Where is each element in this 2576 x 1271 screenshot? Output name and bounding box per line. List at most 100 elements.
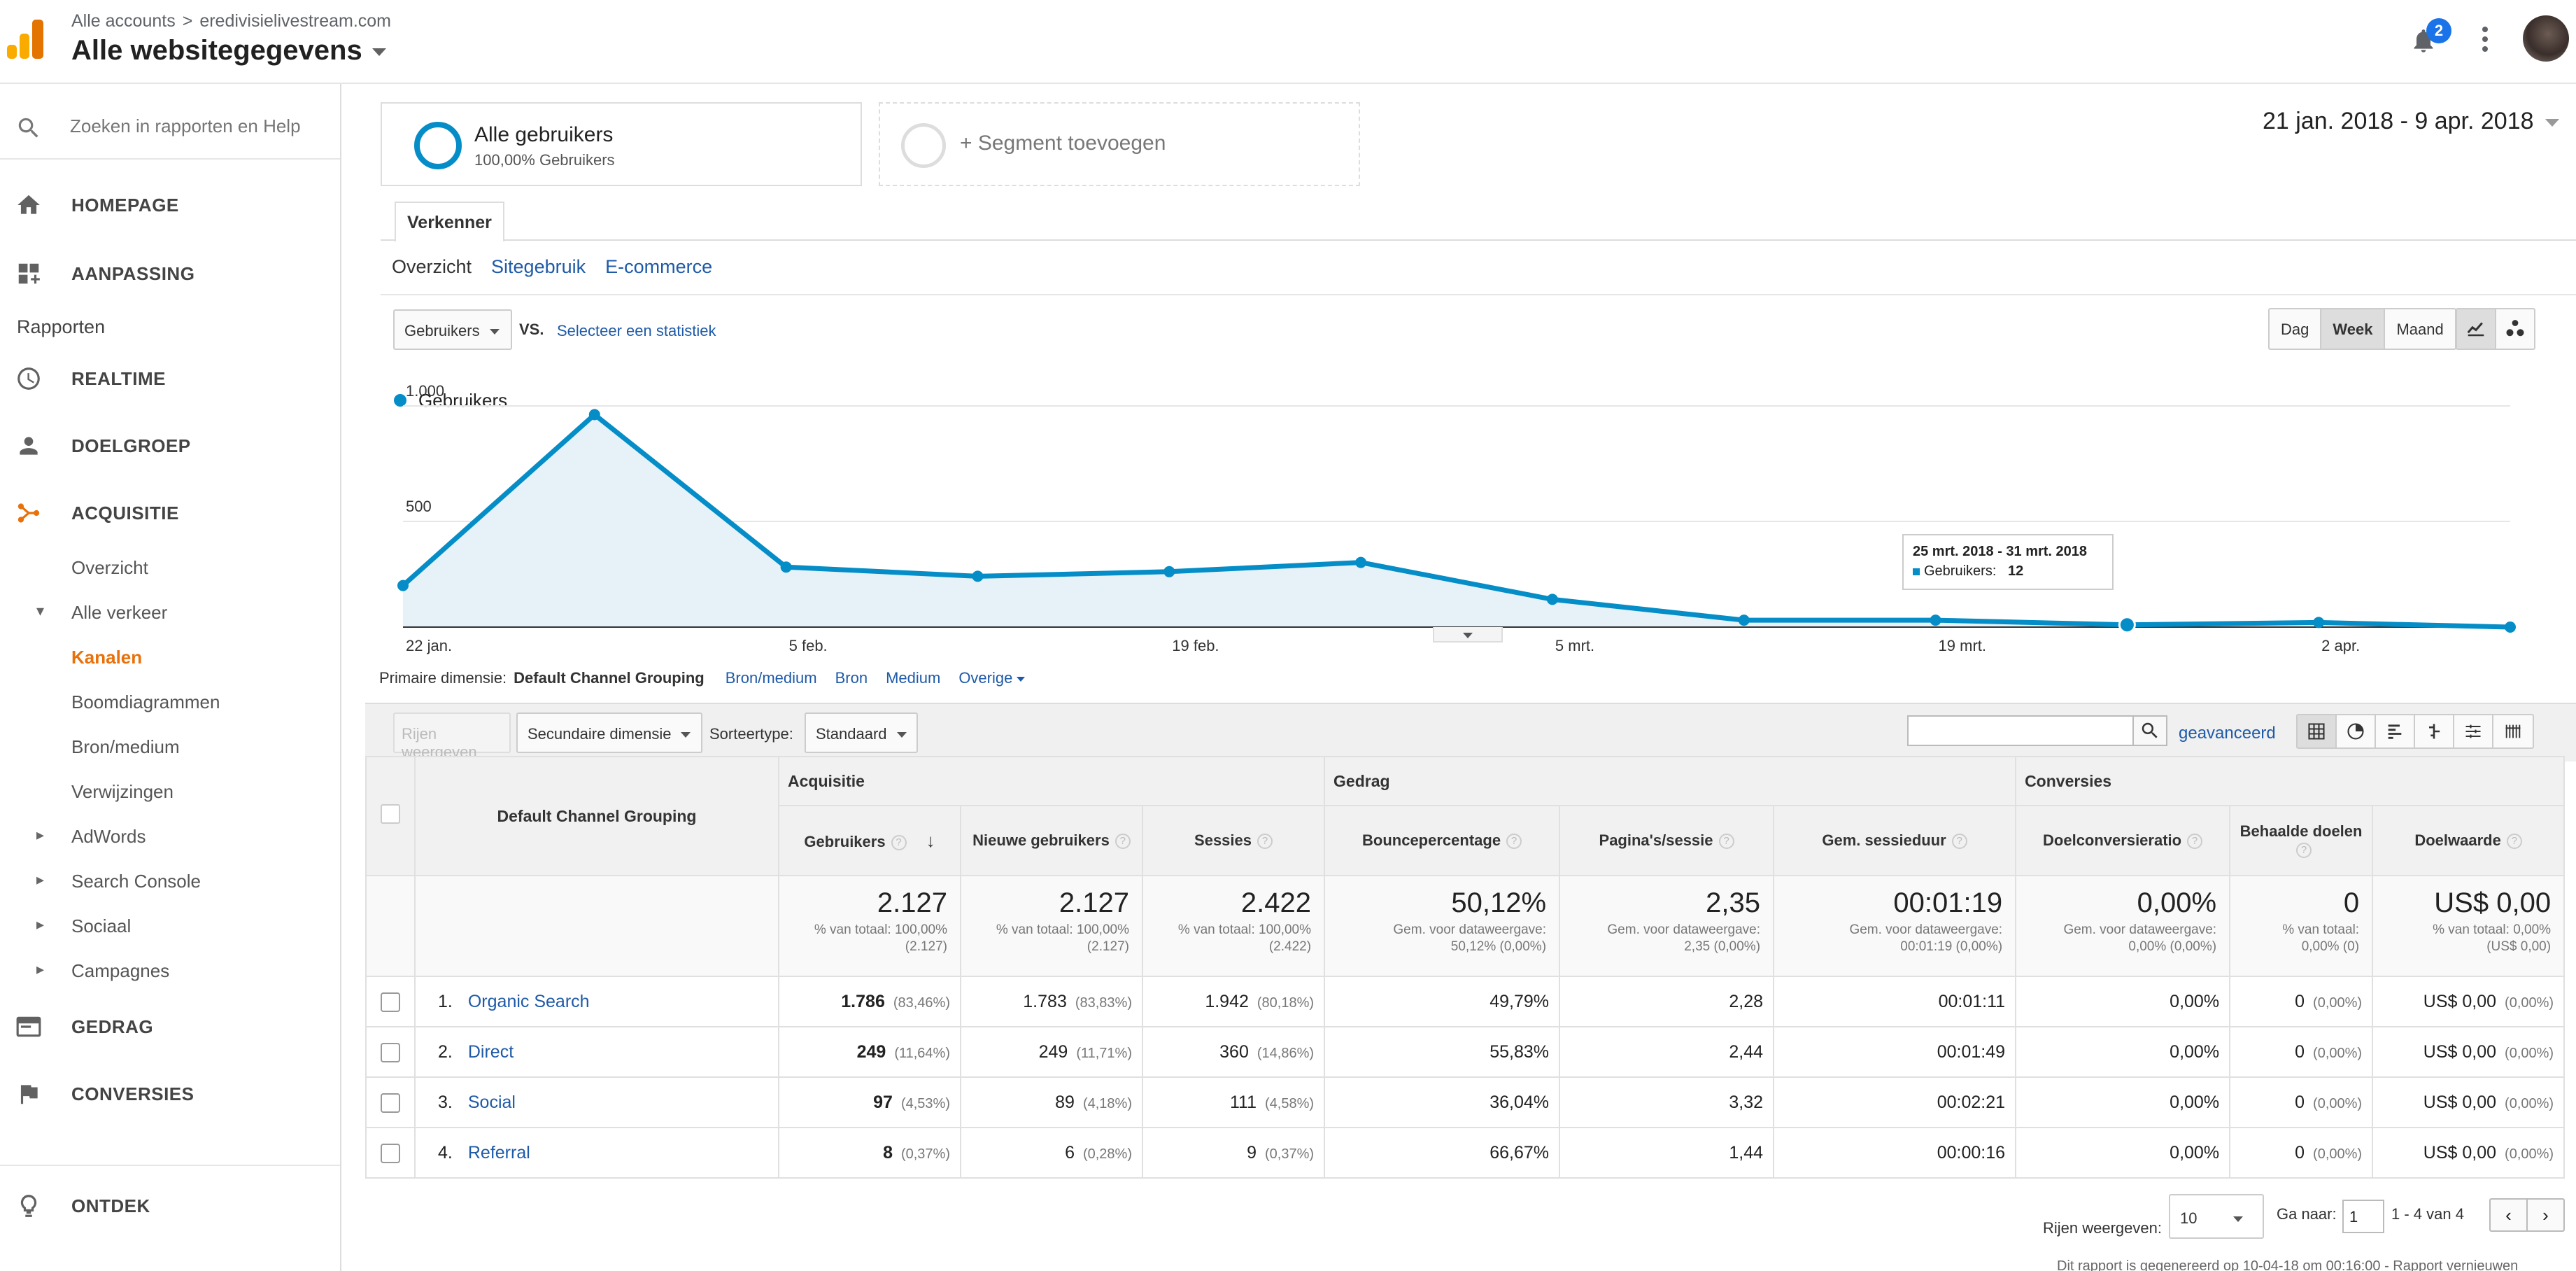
subtab-overzicht[interactable]: Overzicht	[392, 256, 472, 277]
motion-chart-button[interactable]	[2496, 309, 2534, 349]
nav-homepage[interactable]: HOMEPAGE	[0, 179, 340, 228]
row-checkbox[interactable]	[381, 1042, 400, 1062]
row-select-cell[interactable]	[365, 1026, 416, 1078]
channel-link[interactable]: Social	[467, 1092, 516, 1112]
nav-conversies[interactable]: CONVERSIES	[0, 1068, 340, 1117]
granularity-week-button[interactable]: Week	[2321, 309, 2386, 349]
percentage-view-button[interactable]	[2337, 715, 2376, 747]
channel-link[interactable]: Direct	[467, 1041, 514, 1062]
report-footnote[interactable]: Dit rapport is gegenereerd op 10-04-18 o…	[2057, 1258, 2519, 1271]
row-select-cell[interactable]	[365, 1076, 416, 1128]
nav-campagnes[interactable]: Campagnes	[36, 960, 169, 982]
comparison-view-button[interactable]	[2415, 715, 2454, 747]
nav-sociaal[interactable]: Sociaal	[36, 915, 131, 937]
chevron-down-icon	[896, 732, 907, 738]
channel-link[interactable]: Organic Search	[467, 991, 590, 1011]
dimension-header[interactable]: Default Channel Grouping	[414, 756, 779, 876]
select-all-checkbox[interactable]	[381, 804, 400, 824]
breadcrumb[interactable]: Alle accounts > eredivisielivestream.com	[71, 11, 391, 31]
line-chart-button[interactable]	[2457, 309, 2496, 349]
help-icon[interactable]: ?	[1951, 834, 1967, 850]
term-cloud-view-button[interactable]	[2454, 715, 2493, 747]
dimension-option-bron-medium[interactable]: Bron/medium	[725, 669, 817, 687]
nav-gedrag[interactable]: GEDRAG	[0, 1001, 340, 1050]
col-header-sessieduur[interactable]: Gem. sessieduur?	[1773, 805, 2017, 876]
prev-page-button[interactable]: ‹	[2491, 1200, 2528, 1230]
col-header-doelwaarde[interactable]: Doelwaarde?	[2372, 805, 2566, 876]
row-checkbox[interactable]	[381, 1143, 400, 1163]
help-icon[interactable]: ?	[1506, 834, 1522, 850]
table-filter-input[interactable]	[1907, 715, 2134, 746]
date-range-picker[interactable]: 21 jan. 2018 - 9 apr. 2018	[2263, 108, 2559, 135]
segment-all-users[interactable]: Alle gebruikers 100,00% Gebruikers	[381, 102, 862, 186]
nav-adwords[interactable]: AdWords	[36, 826, 146, 848]
row-checkbox[interactable]	[381, 992, 400, 1012]
avatar[interactable]	[2523, 15, 2569, 62]
help-icon[interactable]: ?	[2506, 834, 2522, 850]
help-icon[interactable]: ?	[1114, 834, 1131, 850]
nav-acquisitie-overzicht[interactable]: Overzicht	[71, 557, 148, 578]
nav-verwijzingen[interactable]: Verwijzingen	[71, 781, 174, 802]
rows-per-page-dropdown[interactable]: 10	[2169, 1194, 2264, 1239]
cell-nieuwe-gebruikers: 89 (4,18%)	[960, 1076, 1143, 1128]
nav-doelgroep[interactable]: DOELGROEP	[0, 420, 340, 469]
col-header-gebruikers[interactable]: Gebruikers? ↓	[778, 805, 961, 876]
row-select-cell[interactable]	[365, 1127, 416, 1179]
notification-badge[interactable]: 2	[2426, 18, 2451, 43]
search-input[interactable]	[70, 112, 301, 140]
goto-page-input[interactable]: 1	[2342, 1200, 2384, 1233]
col-header-doelconversieratio[interactable]: Doelconversieratio?	[2015, 805, 2231, 876]
cell-behaalde-doelen: 0 (0,00%)	[2229, 1127, 2374, 1179]
help-icon[interactable]: ?	[2296, 843, 2312, 859]
breadcrumb-site[interactable]: eredivisielivestream.com	[199, 11, 392, 31]
select-metric-link[interactable]: Selecteer een statistiek	[557, 322, 716, 339]
more-options-icon[interactable]	[2481, 27, 2489, 55]
nav-aanpassing[interactable]: AANPASSING	[0, 248, 340, 297]
nav-acquisitie[interactable]: ACQUISITIE	[0, 487, 340, 536]
advanced-filter-link[interactable]: geavanceerd	[2179, 724, 2276, 743]
add-segment-button[interactable]: + Segment toevoegen	[879, 102, 1360, 186]
nav-realtime[interactable]: REALTIME	[0, 353, 340, 402]
performance-view-button[interactable]	[2376, 715, 2415, 747]
tab-verkenner[interactable]: Verkenner	[395, 202, 504, 242]
sort-type-dropdown[interactable]: Standaard	[805, 712, 918, 753]
dimension-option-bron[interactable]: Bron	[835, 669, 868, 687]
granularity-day-button[interactable]: Dag	[2270, 309, 2322, 349]
help-icon[interactable]: ?	[891, 834, 907, 850]
next-page-button[interactable]: ›	[2528, 1200, 2563, 1230]
select-all-cell[interactable]	[365, 756, 416, 876]
secondary-dimension-dropdown[interactable]: Secundaire dimensie	[516, 712, 702, 753]
nav-bron-medium[interactable]: Bron/medium	[71, 736, 180, 757]
report-search[interactable]	[0, 102, 340, 151]
col-header-paginas-sessie[interactable]: Pagina's/sessie?	[1559, 805, 1775, 876]
col-header-sessies[interactable]: Sessies?	[1141, 805, 1326, 876]
col-header-bouncepercentage[interactable]: Bouncepercentage?	[1324, 805, 1561, 876]
nav-kanalen[interactable]: Kanalen	[71, 647, 143, 668]
property-view-selector[interactable]: Alle websitegegevens	[71, 35, 386, 66]
chart-collapse-handle[interactable]	[1433, 627, 1503, 642]
data-table-view-button[interactable]	[2298, 715, 2337, 747]
subtab-ecommerce[interactable]: E-commerce	[605, 256, 713, 277]
metric-selector[interactable]: Gebruikers	[393, 309, 512, 350]
col-header-nieuwe-gebruikers[interactable]: Nieuwe gebruikers?	[960, 805, 1143, 876]
breadcrumb-accounts[interactable]: Alle accounts	[71, 11, 176, 31]
pivot-view-button[interactable]	[2493, 715, 2533, 747]
nav-search-console[interactable]: Search Console	[36, 871, 201, 892]
help-icon[interactable]: ?	[2187, 834, 2203, 850]
help-icon[interactable]: ?	[1257, 834, 1273, 850]
nav-boomdiagrammen[interactable]: Boomdiagrammen	[71, 691, 220, 712]
row-checkbox[interactable]	[381, 1093, 400, 1113]
row-select-cell[interactable]	[365, 976, 416, 1027]
analytics-logo-icon[interactable]	[7, 20, 43, 59]
dimension-option-overige[interactable]: Overige	[958, 669, 1026, 687]
table-filter-search-button[interactable]	[2132, 715, 2167, 746]
nav-alle-verkeer[interactable]: Alle verkeer	[36, 602, 167, 624]
col-header-behaalde-doelen[interactable]: Behaalde doelen?	[2229, 805, 2374, 876]
granularity-month-button[interactable]: Maand	[2396, 321, 2444, 338]
channel-link[interactable]: Referral	[467, 1142, 530, 1163]
subtab-sitegebruik[interactable]: Sitegebruik	[491, 256, 586, 277]
nav-ontdek[interactable]: ONTDEK	[0, 1180, 340, 1229]
help-icon[interactable]: ?	[1718, 834, 1734, 850]
plot-rows-button[interactable]: Rijen weergeven	[393, 712, 511, 761]
dimension-option-medium[interactable]: Medium	[886, 669, 941, 687]
